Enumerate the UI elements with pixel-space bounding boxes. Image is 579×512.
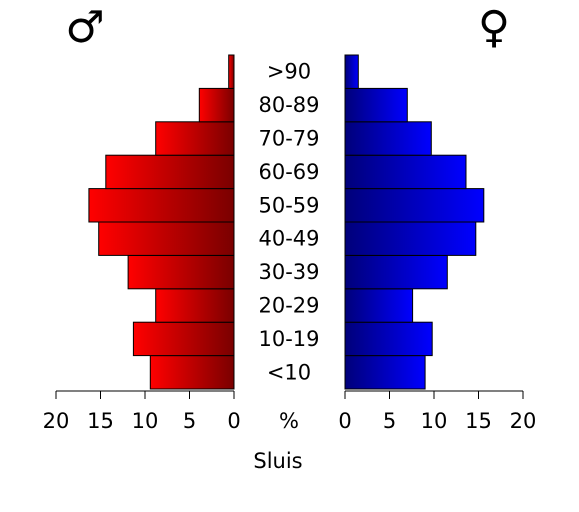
female-bar-9 [344,54,359,89]
male-bars [88,54,235,390]
male-bar-7 [155,121,235,156]
age-label-6: 60-69 [258,160,319,184]
age-label-9: >90 [267,60,311,84]
male-bar-8 [198,87,235,123]
age-group-labels: <10 10-19 20-29 30-39 40-49 50-59 60-69 70-79 80… [258,60,319,385]
female-bars [344,54,485,390]
male-symbol: ♂ [65,2,104,53]
male-bar-1 [132,321,235,357]
x-axis-title: Sluis [253,449,302,473]
female-x-tick-label-3: 15 [465,409,492,433]
unit-label: % [279,409,299,433]
male-bar-2 [155,288,235,323]
female-x-tick-label-2: 10 [421,409,448,433]
male-bar-3 [127,254,235,290]
female-bar-5 [344,188,485,223]
female-x-tick-label-0: 0 [338,409,351,433]
male-x-tick-label-1: 15 [87,409,114,433]
age-label-0: <10 [267,360,311,384]
female-bar-4 [344,221,477,256]
female-bar-1 [344,321,433,357]
age-label-8: 80-89 [258,93,319,117]
female-bar-3 [344,254,448,290]
female-x-axis: 0 5 10 15 20 [338,390,537,433]
female-x-tick-label-1: 5 [383,409,396,433]
age-label-4: 40-49 [258,227,319,251]
female-bar-6 [344,154,467,190]
age-label-5: 50-59 [258,193,319,217]
age-label-1: 10-19 [258,327,319,351]
male-x-tick-label-0: 20 [43,409,70,433]
male-bar-9 [228,54,235,89]
female-symbol: ♀ [478,2,510,53]
female-bar-8 [344,87,408,123]
male-bar-5 [88,188,235,223]
female-x-tick-label-4: 20 [510,409,537,433]
male-bar-0 [149,355,235,390]
age-label-2: 20-29 [258,294,319,318]
female-bar-2 [344,288,414,323]
male-x-tick-label-4: 0 [227,409,240,433]
age-label-7: 70-79 [258,127,319,151]
male-x-tick-label-3: 5 [183,409,196,433]
male-x-tick-label-2: 10 [132,409,159,433]
male-x-axis: 20 15 10 5 0 [43,390,241,433]
age-label-3: 30-39 [258,260,319,284]
female-bar-7 [344,121,432,156]
male-bar-6 [105,154,235,190]
male-bar-4 [98,221,235,256]
female-bar-0 [344,355,426,390]
